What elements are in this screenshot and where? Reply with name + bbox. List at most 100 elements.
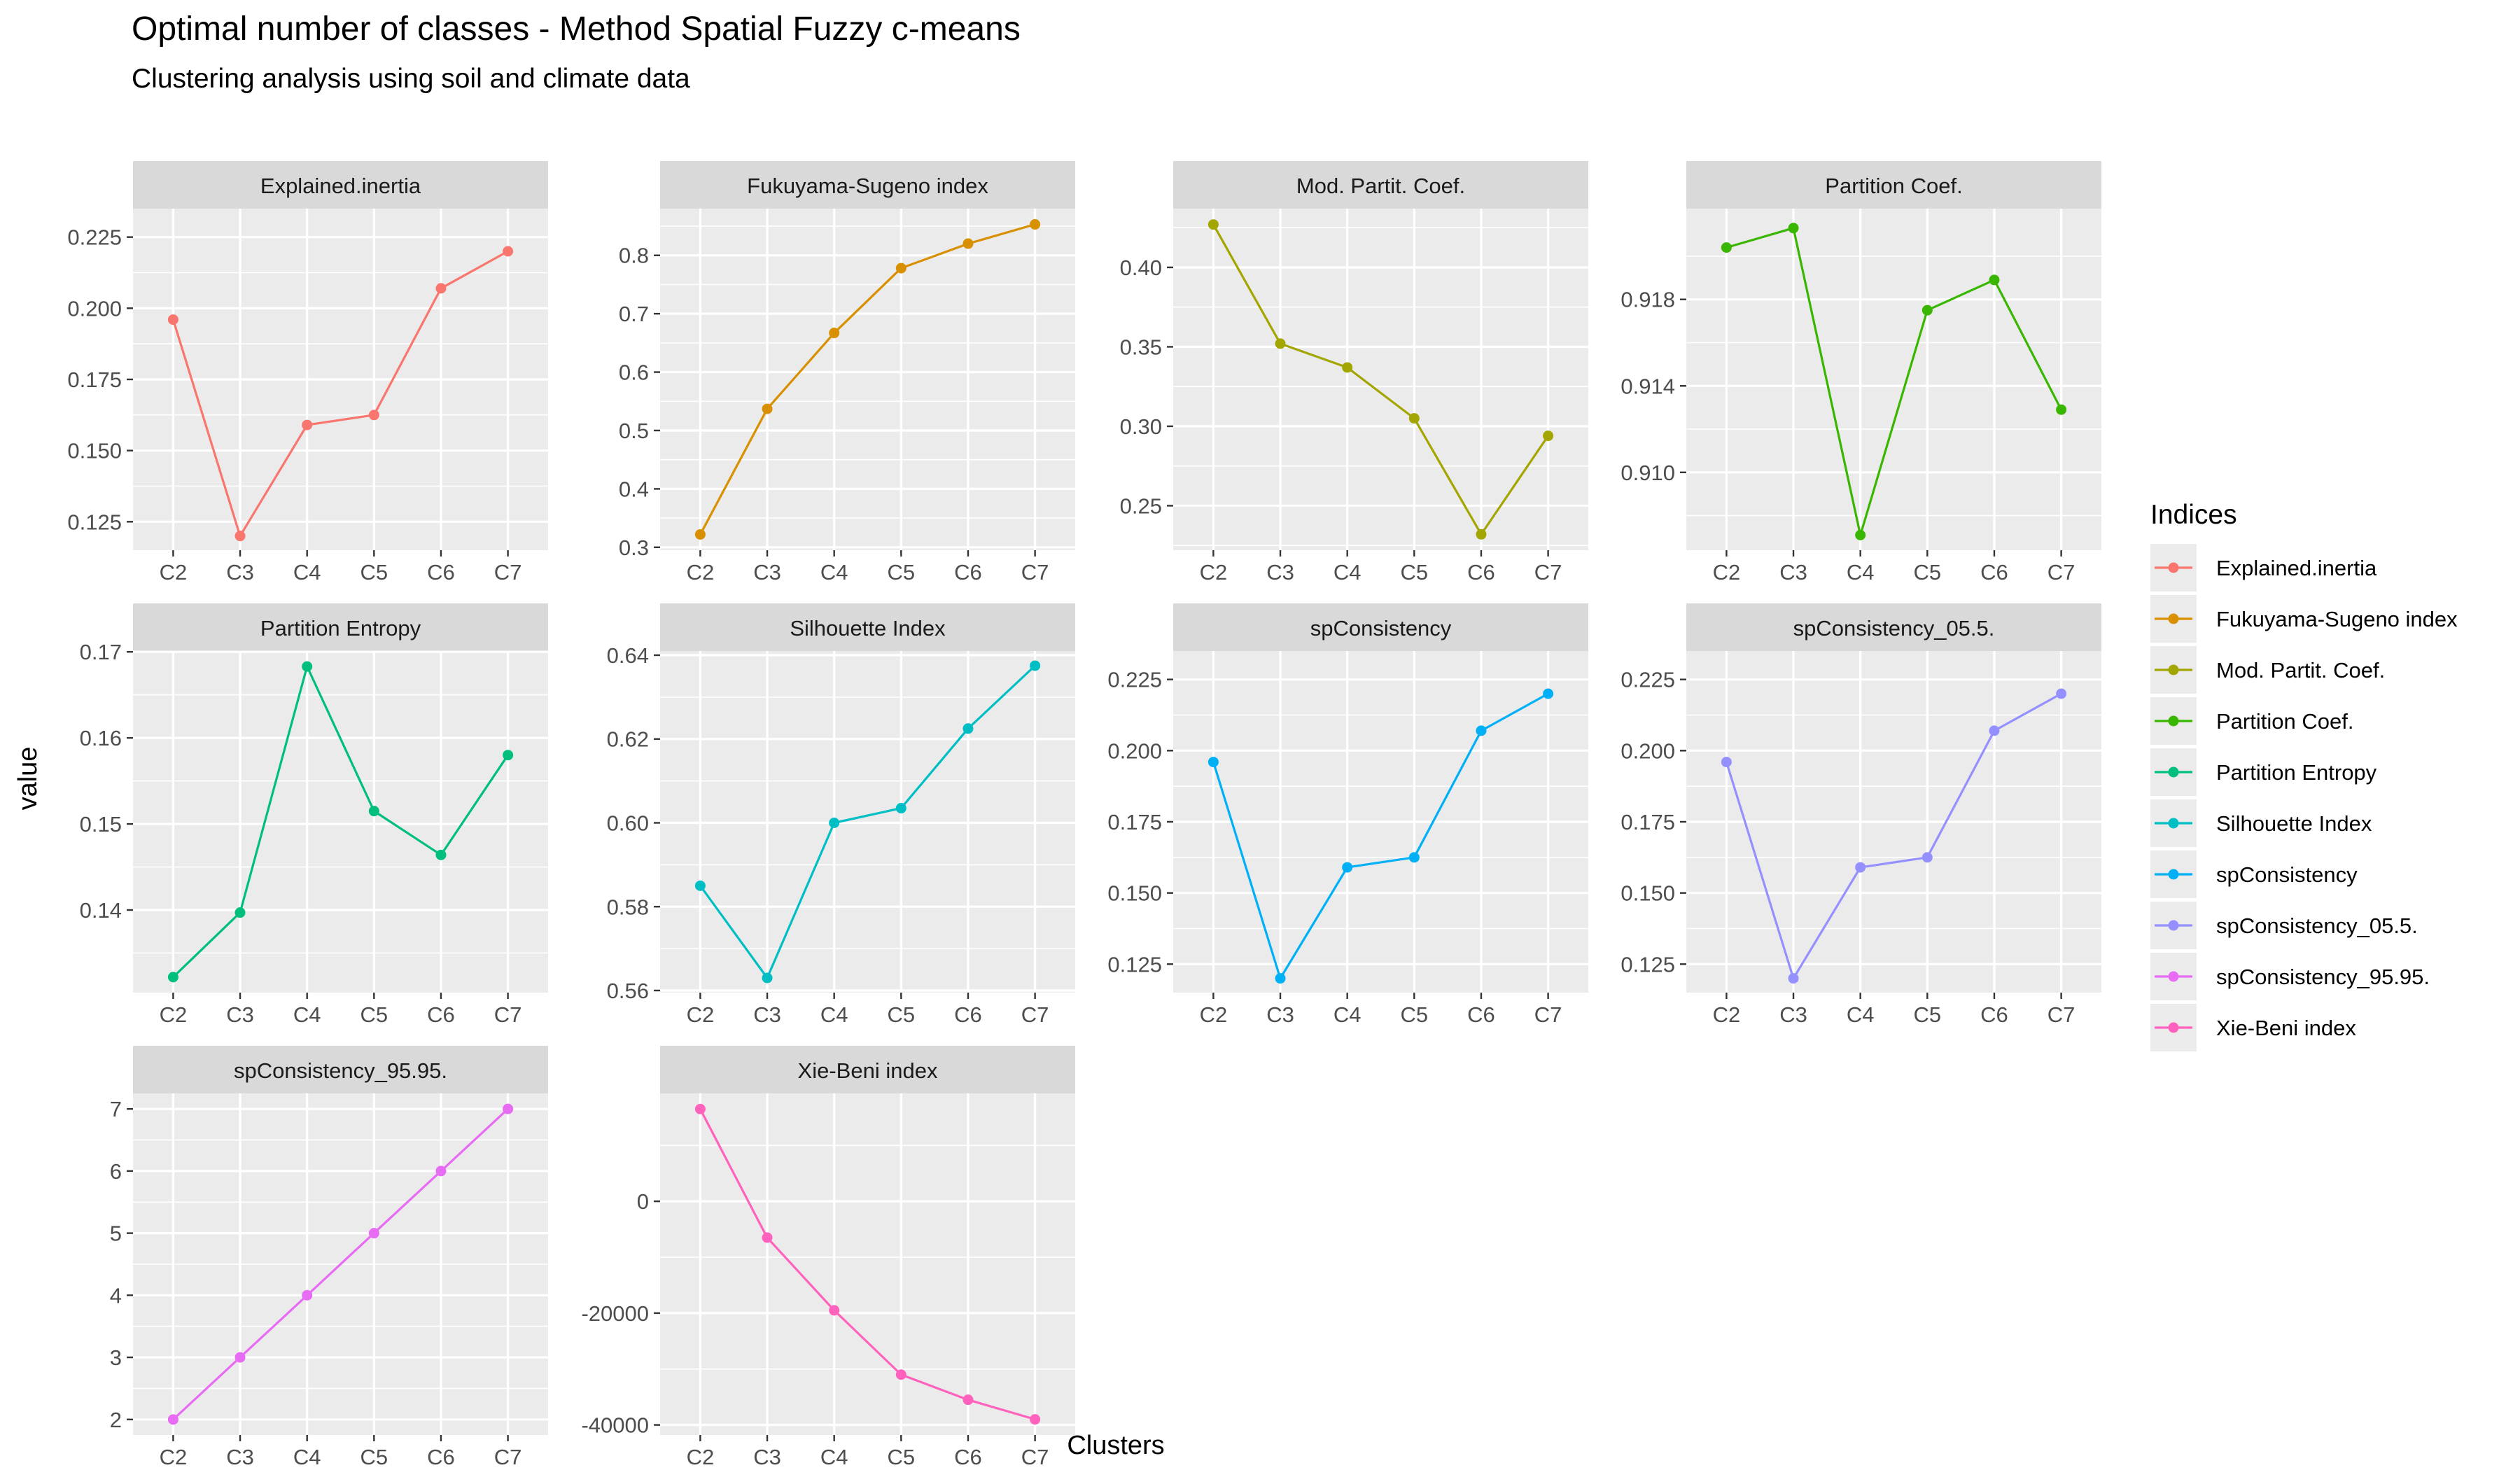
panel-background	[133, 651, 548, 993]
data-point	[234, 531, 246, 542]
facet-strip-label: spConsistency_05.5.	[1793, 616, 1995, 640]
x-axis-label: Clusters	[1067, 1431, 1164, 1460]
data-point	[1543, 688, 1554, 699]
data-point	[1342, 862, 1353, 873]
x-tick-label: C3	[1266, 1002, 1294, 1027]
x-tick-label: C5	[1914, 560, 1942, 584]
data-point	[1030, 1414, 1041, 1425]
x-tick-label: C4	[1847, 1002, 1875, 1027]
data-point	[1721, 242, 1732, 253]
y-tick-label: 0.150	[1620, 881, 1675, 906]
y-tick-label: -40000	[581, 1413, 649, 1438]
legend-key-point	[2168, 1022, 2179, 1033]
legend-label: spConsistency_05.5.	[2216, 913, 2418, 938]
y-tick-label: 0.175	[1107, 810, 1162, 834]
legend-item: Fukuyama-Sugeno index	[2150, 595, 2458, 643]
y-tick-label: 0.200	[1620, 738, 1675, 763]
data-point	[2056, 404, 2067, 415]
x-tick-label: C6	[1467, 1002, 1495, 1027]
data-point	[694, 880, 706, 891]
legend-item: Explained.inertia	[2150, 544, 2377, 592]
x-tick-label: C2	[1713, 1002, 1741, 1027]
data-point	[368, 410, 379, 421]
y-tick-label: 0.40	[1120, 255, 1162, 280]
x-tick-label: C4	[820, 1445, 848, 1469]
y-tick-label: 7	[110, 1097, 122, 1121]
legend-key-point	[2168, 818, 2179, 829]
data-point	[2056, 688, 2067, 699]
data-point	[435, 283, 447, 294]
x-tick-label: C4	[1334, 560, 1362, 584]
legend-item: spConsistency_05.5.	[2150, 902, 2418, 949]
legend-item: Partition Coef.	[2150, 697, 2353, 745]
series-line	[699, 223, 1036, 536]
x-tick-label: C2	[160, 1002, 188, 1027]
x-tick-label: C7	[2047, 560, 2076, 584]
series-line	[699, 1108, 1036, 1421]
x-tick-label: C7	[494, 560, 522, 584]
y-tick-label: 0.225	[1107, 668, 1162, 692]
legend-title: Indices	[2150, 500, 2237, 530]
y-tick-label: 2	[110, 1408, 122, 1432]
facet-strip	[133, 161, 548, 209]
y-tick-label: 0.175	[1620, 810, 1675, 834]
data-point	[1275, 338, 1286, 349]
facet-strip-label: Explained.inertia	[260, 174, 421, 198]
facet-strip	[1686, 161, 2101, 209]
facet-strip	[133, 1046, 548, 1093]
legend-item: Partition Entropy	[2150, 748, 2377, 796]
data-point	[234, 907, 246, 918]
panel-8: spConsistency_05.5. 0.125 0.150 0.175 0.200 0…	[1620, 603, 2101, 1027]
panel-background	[660, 1093, 1075, 1435]
x-tick-label: C4	[820, 1002, 848, 1027]
data-point	[1208, 219, 1219, 230]
data-point	[829, 817, 840, 828]
x-tick-label: C5	[888, 560, 916, 584]
x-tick-label: C6	[1980, 1002, 2008, 1027]
y-tick-label: 0.16	[80, 726, 122, 750]
x-tick-label: C2	[160, 1445, 188, 1469]
x-tick-label: C5	[888, 1002, 916, 1027]
data-point	[503, 1103, 514, 1114]
panel-9: spConsistency_95.95. 2 3 4 5 6 7 C2 C3 C4 C5 C6 C7	[110, 1046, 548, 1469]
legend-label: Mod. Partit. Coef.	[2216, 658, 2385, 682]
data-point	[1476, 725, 1487, 736]
y-tick-label: 0.35	[1120, 335, 1162, 359]
x-tick-label: C2	[1200, 560, 1228, 584]
y-tick-label: 0.225	[67, 225, 122, 250]
y-tick-label: 0.200	[1107, 738, 1162, 763]
x-tick-label: C4	[1847, 560, 1875, 584]
data-point	[1788, 223, 1799, 234]
x-tick-label: C4	[293, 560, 321, 584]
facet-strip	[660, 161, 1075, 209]
data-point	[1275, 973, 1286, 984]
data-point	[762, 1232, 773, 1243]
y-tick-label: 0.15	[80, 812, 122, 836]
y-tick-label: 0.125	[1107, 952, 1162, 976]
y-tick-label: 0.62	[607, 727, 649, 752]
data-point	[1543, 430, 1554, 442]
x-tick-label: C4	[820, 560, 848, 584]
legend-key-point	[2168, 920, 2179, 931]
data-point	[435, 1166, 447, 1177]
x-tick-label: C7	[494, 1002, 522, 1027]
x-tick-label: C2	[687, 1445, 715, 1469]
x-tick-label: C2	[687, 1002, 715, 1027]
legend-label: Silhouette Index	[2216, 811, 2372, 836]
x-tick-label: C3	[753, 560, 781, 584]
legend-label: Fukuyama-Sugeno index	[2216, 607, 2458, 631]
legend-key-point	[2168, 869, 2179, 880]
y-tick-label: 0.14	[80, 898, 122, 923]
data-point	[762, 972, 773, 983]
y-tick-label: 0.4	[619, 477, 649, 501]
y-tick-label: 0.200	[67, 296, 122, 321]
panel-10: Xie-Beni index -40000 -20000 0 C2 C3 C4 C5 C6 C7	[581, 1046, 1075, 1469]
legend-item: Mod. Partit. Coef.	[2150, 646, 2385, 694]
x-tick-label: C4	[293, 1002, 321, 1027]
legend-item: Xie-Beni index	[2150, 1004, 2356, 1051]
data-point	[1408, 852, 1420, 863]
x-tick-label: C3	[753, 1002, 781, 1027]
facet-strip	[1173, 603, 1588, 651]
data-point	[895, 262, 906, 274]
facet-strip-label: Silhouette Index	[790, 616, 946, 640]
